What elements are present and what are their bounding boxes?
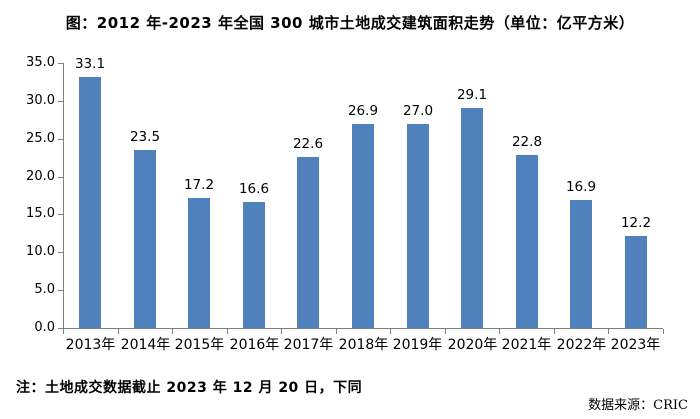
y-axis-label: 25.0: [26, 131, 55, 146]
x-axis-label: 2014年: [120, 337, 171, 353]
footnote: 注：土地成交数据截止 2023 年 12 月 20 日，下同: [16, 380, 363, 396]
y-axis-label: 30.0: [26, 93, 55, 108]
x-axis-tick: [172, 329, 173, 334]
x-axis-label: 2016年: [229, 337, 280, 353]
x-axis-label: 2015年: [174, 337, 225, 353]
x-axis-tick: [390, 329, 391, 334]
y-axis-label: 20.0: [26, 169, 55, 184]
bar: [79, 77, 101, 328]
x-axis-tick: [281, 329, 282, 334]
x-axis-tick: [499, 329, 500, 334]
bar-value-label: 22.8: [511, 134, 543, 150]
bar: [570, 200, 592, 328]
x-axis-label: 2013年: [65, 337, 116, 353]
bar-value-label: 23.5: [129, 129, 161, 145]
chart-title: 图：2012 年-2023 年全国 300 城市土地成交建筑面积走势（单位：亿平…: [65, 14, 635, 32]
y-axis-line: [63, 63, 64, 328]
y-axis-tick: [58, 252, 63, 253]
x-axis-label: 2021年: [501, 337, 552, 353]
x-axis-label: 2023年: [610, 337, 661, 353]
bar: [134, 150, 156, 328]
bar-value-label: 27.0: [402, 103, 434, 119]
bar: [352, 124, 374, 328]
bar-value-label: 22.6: [292, 136, 324, 152]
bar-value-label: 16.6: [238, 181, 270, 197]
x-axis-line: [63, 328, 663, 329]
y-axis-label: 15.0: [26, 206, 55, 221]
bar: [407, 124, 429, 328]
y-axis-tick: [58, 101, 63, 102]
y-axis-label: 5.0: [34, 282, 55, 297]
bar-value-label: 29.1: [456, 87, 488, 103]
y-axis-label: 0.0: [34, 320, 55, 335]
bar: [516, 155, 538, 328]
data-source: 数据来源：CRIC: [588, 398, 688, 413]
y-axis-label: 35.0: [26, 55, 55, 70]
x-axis-tick: [663, 329, 664, 334]
x-axis-tick: [445, 329, 446, 334]
y-axis-label: 10.0: [26, 244, 55, 259]
bar: [625, 236, 647, 328]
bar: [297, 157, 319, 328]
bar-value-label: 12.2: [620, 215, 652, 231]
y-axis-tick: [58, 290, 63, 291]
x-axis-tick: [608, 329, 609, 334]
bar-value-label: 17.2: [183, 177, 215, 193]
x-axis-tick: [227, 329, 228, 334]
y-axis-tick: [58, 63, 63, 64]
x-axis-label: 2019年: [392, 337, 443, 353]
y-axis-tick: [58, 214, 63, 215]
x-axis-label: 2020年: [447, 337, 498, 353]
x-axis-tick: [63, 329, 64, 334]
bar-value-label: 26.9: [347, 103, 379, 119]
x-axis-label: 2022年: [556, 337, 607, 353]
x-axis-tick: [554, 329, 555, 334]
x-axis-label: 2018年: [338, 337, 389, 353]
x-axis-label: 2017年: [283, 337, 334, 353]
y-axis-tick: [58, 177, 63, 178]
bar: [461, 108, 483, 328]
bar-value-label: 16.9: [565, 179, 597, 195]
x-axis-tick: [118, 329, 119, 334]
bar: [188, 198, 210, 328]
x-axis-tick: [336, 329, 337, 334]
y-axis-tick: [58, 139, 63, 140]
bar-value-label: 33.1: [74, 56, 106, 72]
y-axis-tick: [58, 328, 63, 329]
bar: [243, 202, 265, 328]
